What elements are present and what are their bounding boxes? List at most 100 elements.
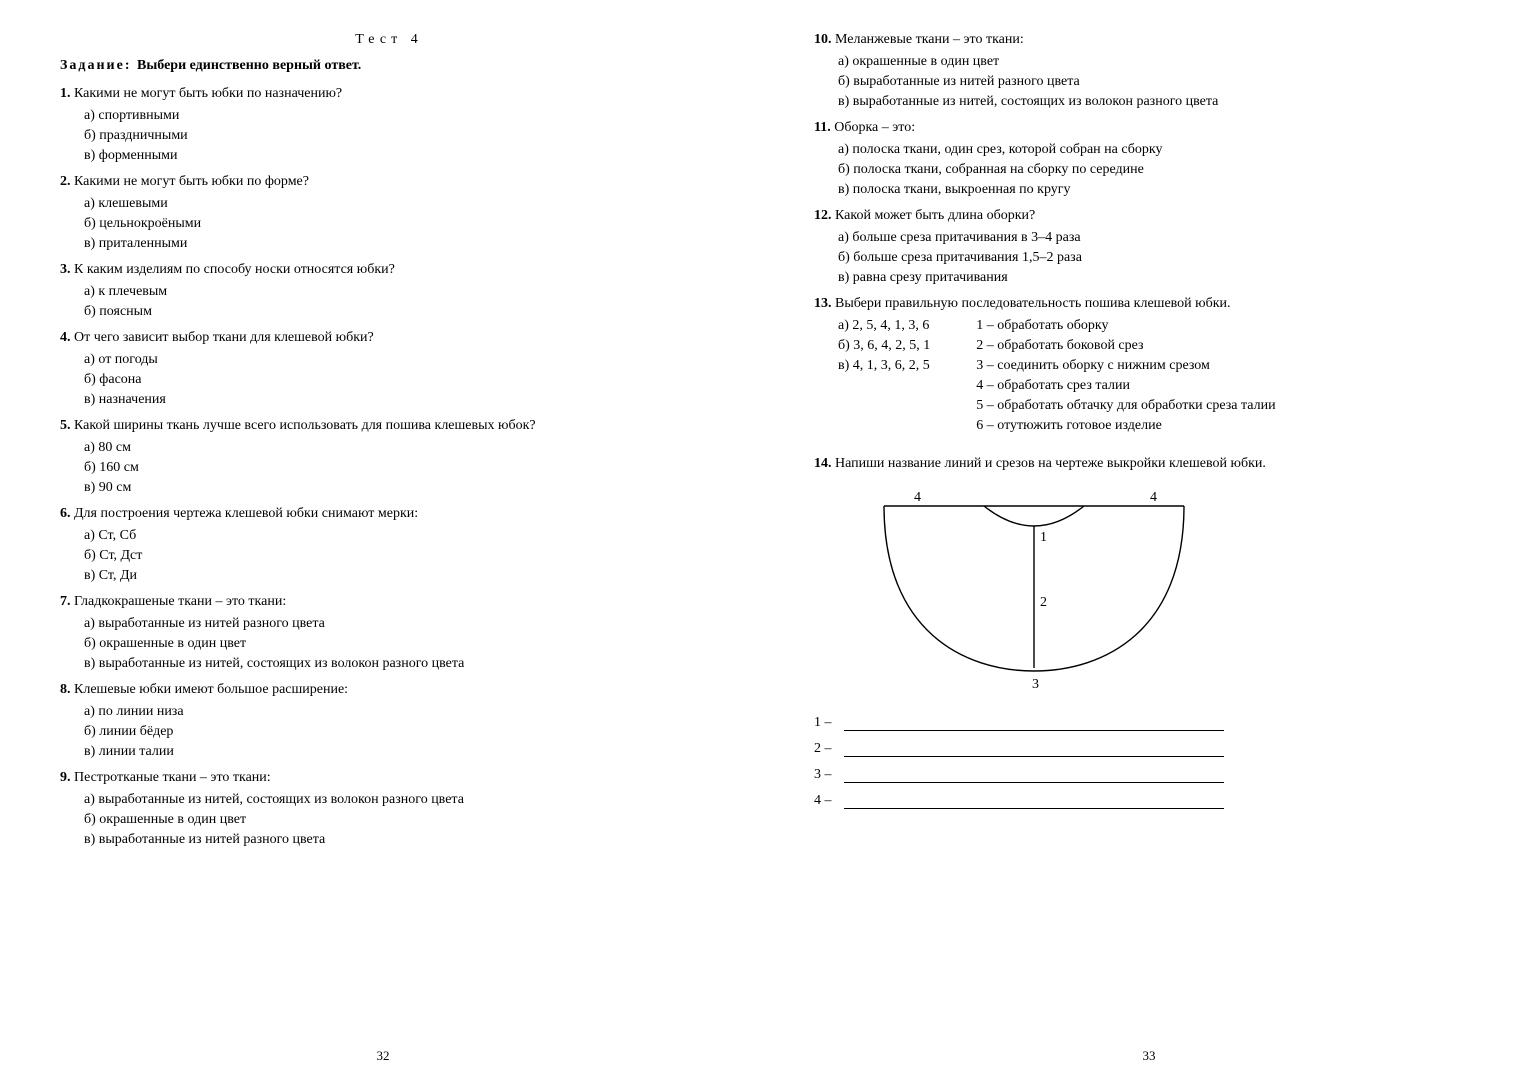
question-text: 7. Гладкокрашеные ткани – это ткани: — [60, 594, 718, 610]
question-body: Оборка – это: — [834, 120, 915, 135]
question-number: 3. — [60, 262, 74, 277]
question-number: 1. — [60, 86, 74, 101]
answer-number: 2 – — [814, 741, 844, 757]
answer-number: 3 – — [814, 767, 844, 783]
q13-option: а) 2, 5, 4, 1, 3, 6 — [838, 318, 930, 334]
question: 12. Какой может быть длина оборки?а) бол… — [814, 208, 1472, 286]
option: б) поясным — [84, 304, 718, 320]
options: а) Ст, Сбб) Ст, Дств) Ст, Ди — [60, 528, 718, 584]
svg-text:2: 2 — [1040, 595, 1047, 610]
option: а) клешевыми — [84, 196, 718, 212]
test-title: Тест 4 — [60, 32, 718, 48]
task-line: Задание: Выбери единственно верный ответ… — [60, 58, 718, 74]
question-13: 13. Выбери правильную последовательность… — [814, 296, 1472, 438]
option: б) Ст, Дст — [84, 548, 718, 564]
skirt-svg: 44123 — [854, 486, 1214, 696]
option: в) форменными — [84, 148, 718, 164]
option: в) выработанные из нитей разного цвета — [84, 832, 718, 848]
option: б) выработанные из нитей разного цвета — [838, 74, 1472, 90]
task-text: Выбери единственно верный ответ. — [137, 58, 361, 73]
svg-text:1: 1 — [1040, 530, 1047, 545]
options: а) от погодыб) фасонав) назначения — [60, 352, 718, 408]
question-14: 14. Напиши название линий и срезов на че… — [814, 456, 1472, 809]
q13-step: 4 – обработать срез талии — [976, 378, 1275, 394]
question: 8. Клешевые юбки имеют большое расширени… — [60, 682, 718, 760]
option: б) больше среза притачивания 1,5–2 раза — [838, 250, 1472, 266]
q13-text-line: 13. Выбери правильную последовательность… — [814, 296, 1472, 312]
option: а) по линии низа — [84, 704, 718, 720]
option: б) окрашенные в один цвет — [84, 636, 718, 652]
svg-text:4: 4 — [1150, 490, 1157, 505]
option: а) к плечевым — [84, 284, 718, 300]
options: а) выработанные из нитей, состоящих из в… — [60, 792, 718, 848]
option: а) больше среза притачивания в 3–4 раза — [838, 230, 1472, 246]
option: а) полоска ткани, один срез, которой соб… — [838, 142, 1472, 158]
q13-step: 2 – обработать боковой срез — [976, 338, 1275, 354]
page-number-right: 33 — [766, 1048, 1532, 1064]
question-number: 10. — [814, 32, 835, 47]
options: а) окрашенные в один цвет б) выработанные… — [814, 54, 1472, 110]
option: а) от погоды — [84, 352, 718, 368]
options: а) по линии низаб) линии бёдерв) линии т… — [60, 704, 718, 760]
task-label: Задание: — [60, 58, 131, 73]
question: 5. Какой ширины ткань лучше всего исполь… — [60, 418, 718, 496]
page-right: 10. Меланжевые ткани – это ткани: а) окра… — [766, 0, 1532, 1080]
options: а) клешевымиб) цельнокроёнымив) притален… — [60, 196, 718, 252]
answer-line: 3 – — [814, 767, 1472, 783]
options: а) 80 смб) 160 смв) 90 см — [60, 440, 718, 496]
q13-right-col: 1 – обработать оборку2 – обработать боко… — [976, 318, 1275, 438]
option: в) выработанные из нитей, состоящих из в… — [838, 94, 1472, 110]
svg-text:4: 4 — [914, 490, 921, 505]
question-number: 11. — [814, 120, 834, 135]
question: 10. Меланжевые ткани – это ткани: а) окра… — [814, 32, 1472, 110]
answer-rule — [844, 743, 1224, 757]
questions-right: 10. Меланжевые ткани – это ткани: а) окра… — [814, 32, 1472, 286]
option: в) равна срезу притачивания — [838, 270, 1472, 286]
options: а) полоска ткани, один срез, которой соб… — [814, 142, 1472, 198]
question-text: 10. Меланжевые ткани – это ткани: — [814, 32, 1472, 48]
answer-rule — [844, 795, 1224, 809]
question-number: 12. — [814, 208, 835, 223]
question-body: Клешевые юбки имеют большое расширение: — [74, 682, 348, 697]
question-body: Какой ширины ткань лучше всего использов… — [74, 418, 536, 433]
option: а) окрашенные в один цвет — [838, 54, 1472, 70]
option: а) Ст, Сб — [84, 528, 718, 544]
answer-line: 1 – — [814, 715, 1472, 731]
question-text: 3. К каким изделиям по способу носки отн… — [60, 262, 718, 278]
question-number: 6. — [60, 506, 74, 521]
question-body: От чего зависит выбор ткани для клешевой… — [74, 330, 374, 345]
question-body: Гладкокрашеные ткани – это ткани: — [74, 594, 286, 609]
question-text: 4. От чего зависит выбор ткани для клеше… — [60, 330, 718, 346]
question-text: 8. Клешевые юбки имеют большое расширени… — [60, 682, 718, 698]
answer-rule — [844, 769, 1224, 783]
q13-num: 13. — [814, 296, 832, 311]
question-body: Пестротканые ткани – это ткани: — [74, 770, 271, 785]
answer-number: 4 – — [814, 793, 844, 809]
question-number: 4. — [60, 330, 74, 345]
options: а) к плечевым б) поясным — [60, 284, 718, 320]
answer-line: 4 – — [814, 793, 1472, 809]
question: 6. Для построения чертежа клешевой юбки … — [60, 506, 718, 584]
answer-rule — [844, 717, 1224, 731]
question: 4. От чего зависит выбор ткани для клеше… — [60, 330, 718, 408]
option: в) выработанные из нитей, состоящих из в… — [84, 656, 718, 672]
question: 1. Какими не могут быть юбки по назначен… — [60, 86, 718, 164]
q13-step: 6 – отутюжить готовое изделие — [976, 418, 1275, 434]
question-text: 5. Какой ширины ткань лучше всего исполь… — [60, 418, 718, 434]
question-number: 5. — [60, 418, 74, 433]
question: 7. Гладкокрашеные ткани – это ткани:а) в… — [60, 594, 718, 672]
q13-left-col: а) 2, 5, 4, 1, 3, 6б) 3, 6, 4, 2, 5, 1в)… — [838, 318, 930, 438]
question-body: Какими не могут быть юбки по назначению? — [74, 86, 342, 101]
option: в) линии талии — [84, 744, 718, 760]
question-text: 11. Оборка – это: — [814, 120, 1472, 136]
question-number: 9. — [60, 770, 74, 785]
answer-line: 2 – — [814, 741, 1472, 757]
q14-text-line: 14. Напиши название линий и срезов на че… — [814, 456, 1472, 472]
question-body: Какими не могут быть юбки по форме? — [74, 174, 309, 189]
option: б) 160 см — [84, 460, 718, 476]
question-number: 2. — [60, 174, 74, 189]
question-text: 6. Для построения чертежа клешевой юбки … — [60, 506, 718, 522]
option: б) праздничными — [84, 128, 718, 144]
option: а) спортивными — [84, 108, 718, 124]
question-text: 1. Какими не могут быть юбки по назначен… — [60, 86, 718, 102]
